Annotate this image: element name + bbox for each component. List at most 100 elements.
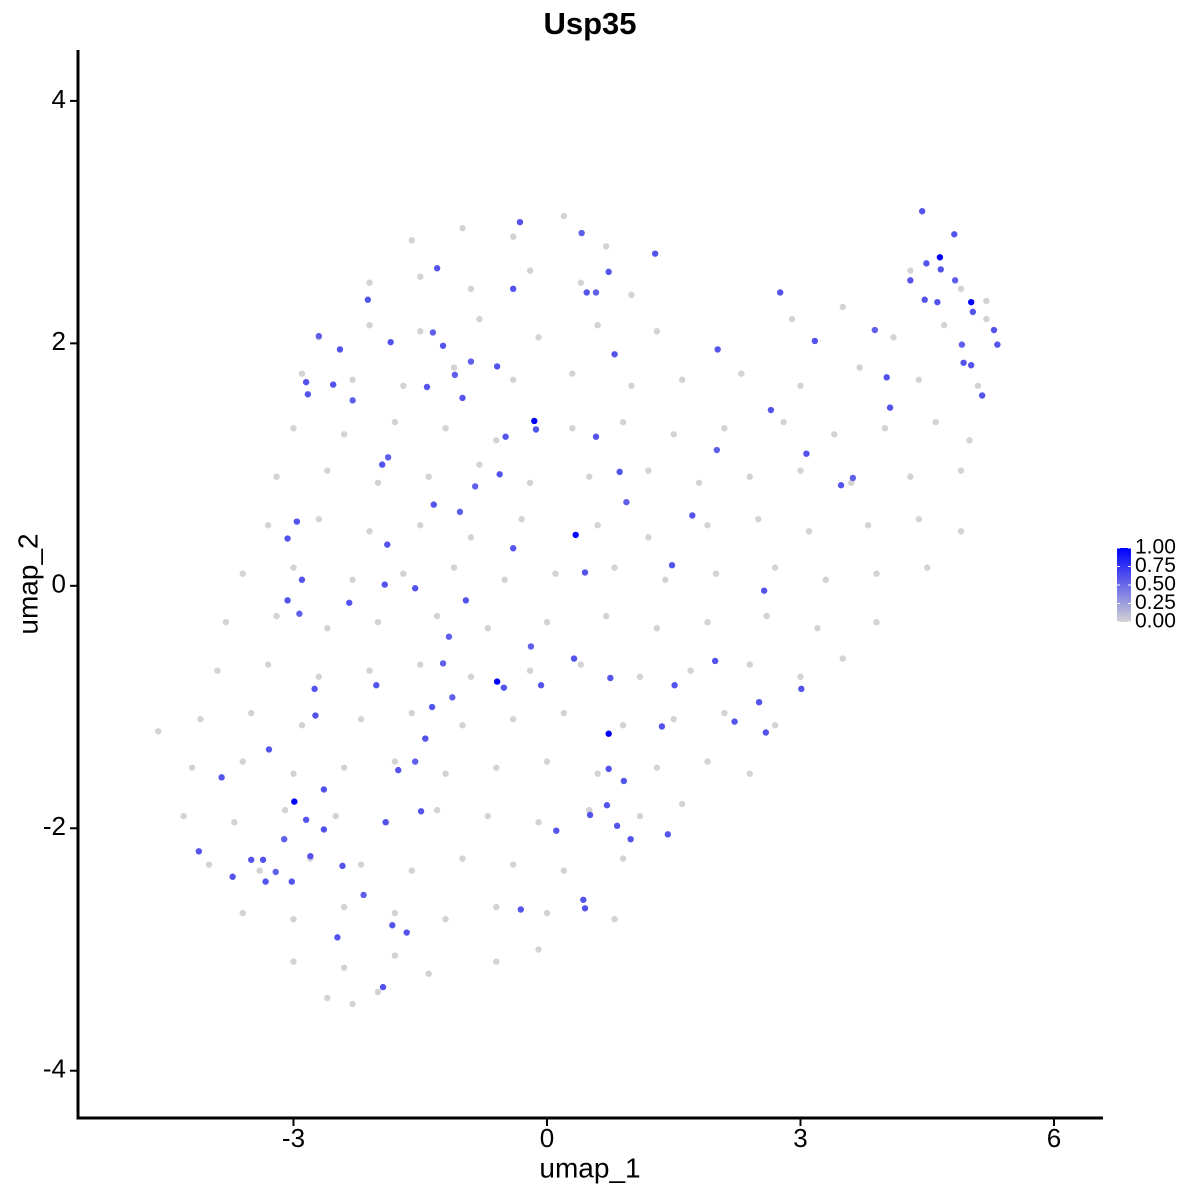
point [937, 266, 944, 273]
point [602, 612, 610, 620]
point [445, 633, 453, 640]
point [214, 667, 221, 674]
point [429, 329, 437, 336]
point [195, 848, 203, 855]
point [592, 289, 600, 296]
point [374, 618, 382, 626]
point [476, 461, 483, 468]
point [605, 268, 612, 276]
point [379, 461, 386, 468]
point [532, 426, 540, 433]
point [572, 531, 579, 539]
point [721, 709, 728, 717]
point [334, 934, 341, 941]
point [822, 576, 830, 583]
point [883, 374, 890, 381]
point [594, 770, 601, 777]
colorbar-tick-label: 0.75 [1135, 554, 1176, 577]
point [704, 758, 711, 765]
point [395, 766, 402, 774]
x-tick-label: 0 [540, 1123, 554, 1153]
point [311, 685, 318, 693]
point [417, 661, 424, 668]
point [543, 618, 551, 626]
point [433, 806, 441, 814]
point [471, 483, 479, 490]
point [425, 473, 432, 480]
point [400, 382, 407, 389]
point [670, 431, 677, 438]
point [583, 289, 590, 296]
point [349, 397, 356, 404]
x-axis-title: umap_1 [539, 1152, 640, 1183]
point [731, 718, 738, 725]
point [535, 946, 542, 953]
point [391, 758, 399, 765]
point [290, 958, 297, 965]
x-tick-label: 3 [793, 1123, 807, 1153]
point [459, 225, 466, 232]
point [960, 359, 967, 366]
point [678, 800, 686, 808]
point [994, 341, 1001, 348]
points [155, 208, 1001, 1008]
point [662, 576, 669, 583]
colorbar [1117, 548, 1131, 622]
point [619, 855, 627, 862]
point [439, 660, 447, 667]
point [509, 285, 517, 293]
point [837, 482, 845, 489]
point [450, 364, 458, 371]
point [586, 806, 593, 814]
point [645, 467, 652, 474]
point [449, 694, 456, 701]
point [502, 433, 509, 440]
point [239, 758, 246, 765]
point [384, 541, 391, 548]
point [695, 479, 703, 486]
point [627, 835, 634, 843]
point [496, 471, 503, 478]
point [433, 265, 441, 272]
point [442, 425, 449, 432]
point [493, 363, 501, 370]
point [714, 346, 721, 353]
point [324, 467, 331, 474]
point [653, 328, 661, 335]
point [586, 811, 594, 819]
point [501, 576, 508, 583]
point [340, 431, 348, 438]
point [535, 819, 542, 826]
point [543, 909, 551, 917]
point [990, 326, 998, 334]
point [248, 709, 255, 717]
point [439, 342, 447, 349]
point [811, 337, 819, 345]
point [339, 862, 346, 870]
point [428, 703, 436, 711]
point [797, 467, 804, 474]
point [259, 856, 267, 863]
point [636, 812, 644, 820]
point [364, 296, 372, 303]
point [417, 328, 424, 335]
point [400, 570, 407, 577]
point [957, 285, 965, 293]
point [966, 437, 973, 444]
point [304, 391, 312, 398]
point [320, 786, 328, 793]
point [516, 218, 524, 226]
point [940, 321, 948, 329]
point [423, 383, 431, 391]
point [569, 425, 576, 432]
point [871, 326, 879, 334]
point [560, 867, 568, 874]
point [934, 298, 941, 306]
point [411, 758, 419, 765]
y-tick-label: -4 [43, 1054, 66, 1084]
point [890, 334, 897, 341]
point [967, 361, 975, 369]
point [273, 473, 280, 480]
point [366, 279, 373, 286]
point [636, 673, 644, 680]
